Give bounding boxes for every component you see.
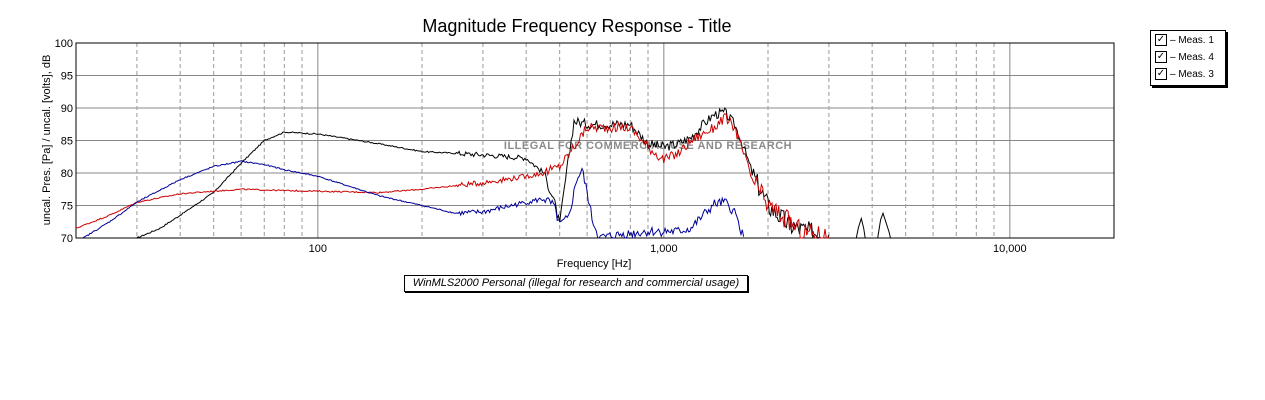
y-axis-label: uncal. Pres. [Pa] / uncal. [volts], dB xyxy=(41,55,53,226)
x-tick-label: 100 xyxy=(309,243,327,255)
y-tick-label: 100 xyxy=(55,38,73,50)
series-layer xyxy=(75,107,891,239)
x-tick-label: 10,000 xyxy=(993,243,1027,255)
checkbox-meas-3[interactable]: ✓ xyxy=(1155,68,1167,80)
legend-label-meas-4: – Meas. 4 xyxy=(1170,51,1214,63)
y-tick-label: 75 xyxy=(61,201,73,213)
series-line-1-fragment xyxy=(877,211,891,239)
legend-label-meas-1: – Meas. 1 xyxy=(1170,34,1214,46)
legend-item-meas-3[interactable]: ✓ – Meas. 3 xyxy=(1155,67,1214,81)
y-tick-label: 90 xyxy=(61,103,73,115)
plot-area xyxy=(75,42,1115,239)
checkbox-meas-4[interactable]: ✓ xyxy=(1155,51,1167,63)
y-tick-label: 80 xyxy=(61,168,73,180)
series-line-3 xyxy=(83,160,745,239)
legend-item-meas-4[interactable]: ✓ – Meas. 4 xyxy=(1155,50,1214,64)
chart-title: Magnitude Frequency Response - Title xyxy=(422,16,731,36)
series-line-1-fragment xyxy=(855,216,866,239)
series-line-1 xyxy=(136,107,830,239)
x-axis-label: Frequency [Hz] xyxy=(557,258,632,270)
grid xyxy=(75,42,1115,239)
y-tick-label: 70 xyxy=(61,233,73,245)
legend-item-meas-1[interactable]: ✓ – Meas. 1 xyxy=(1155,33,1214,47)
legend-label-meas-3: – Meas. 3 xyxy=(1170,68,1214,80)
legend: ✓ – Meas. 1 ✓ – Meas. 4 ✓ – Meas. 3 xyxy=(1150,30,1226,86)
x-axis-ticks: 100 1,000 10,000 xyxy=(309,243,1027,255)
y-axis-ticks: 70 75 80 85 90 95 100 xyxy=(55,38,73,245)
software-note: WinMLS2000 Personal (illegal for researc… xyxy=(404,275,748,292)
y-tick-label: 95 xyxy=(61,71,73,83)
x-tick-label: 1,000 xyxy=(650,243,678,255)
y-tick-label: 85 xyxy=(61,136,73,148)
checkbox-meas-1[interactable]: ✓ xyxy=(1155,34,1167,46)
series-line-2 xyxy=(75,112,830,239)
